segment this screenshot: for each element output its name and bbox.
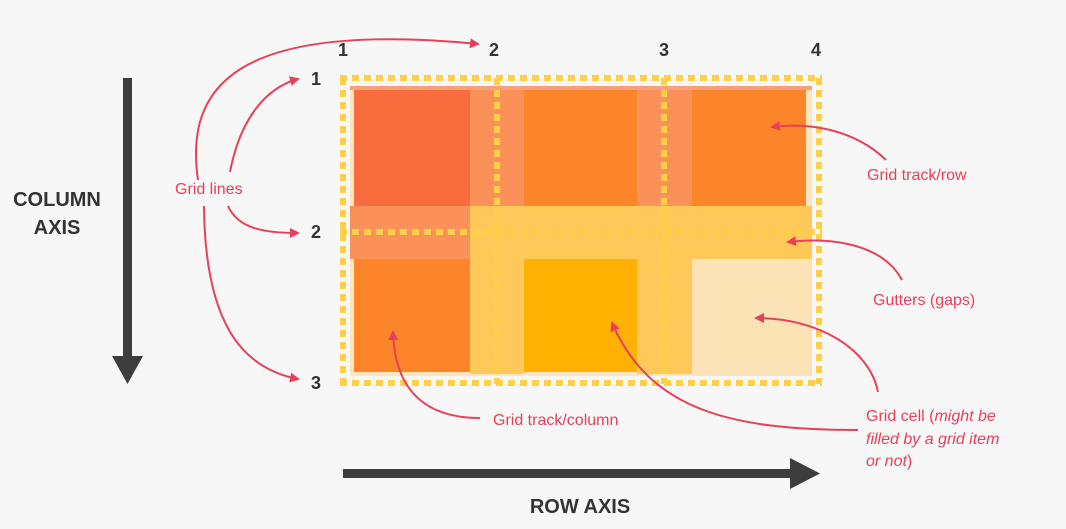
arrow-gridlines-to-row-1 — [229, 76, 300, 173]
grid-cell-r2-c1 — [354, 259, 470, 372]
label-grid-lines: Grid lines — [175, 181, 243, 198]
arrow-grid-track-row — [770, 121, 887, 161]
column-axis-label-line-1: COLUMN — [13, 189, 101, 211]
column-axis-shaft — [123, 78, 132, 358]
label-grid-track-column: Grid track/column — [493, 412, 618, 429]
label-grid-track-row: Grid track/row — [867, 167, 967, 184]
label-grid-cell-line-3-a: or not — [866, 453, 907, 470]
grid-cell-r2-c3 — [692, 259, 812, 374]
arrow-grid-cell-to-pale — [754, 313, 879, 393]
arrow-gridlines-to-row-3 — [203, 205, 300, 383]
row-line-number-1: 1 — [311, 69, 321, 89]
label-grid-cell-line-1-b: might be — [934, 408, 995, 425]
row-axis-arrowhead-icon — [790, 458, 820, 489]
row-line-numbers: 1 2 3 — [311, 69, 321, 393]
arrow-grid-track-column — [388, 330, 481, 419]
arrow-gridlines-to-column-2 — [194, 38, 480, 181]
label-gutters: Gutters (gaps) — [873, 292, 975, 309]
label-grid-cell-line-3-b: ) — [907, 453, 912, 470]
arrow-gutters — [786, 236, 903, 281]
grid-cell-r1-c1 — [354, 90, 470, 206]
grid-top-border — [350, 86, 812, 90]
column-axis: COLUMN AXIS — [13, 78, 143, 384]
row-axis-label: ROW AXIS — [530, 496, 630, 518]
annotation-labels: Grid lines Grid track/row Gutters (gaps)… — [175, 167, 999, 470]
label-grid-cell-line-1: Grid cell (might be — [866, 408, 996, 425]
arrow-grid-cell-to-amber — [610, 321, 859, 431]
label-grid-cell-line-2: filled by a grid item — [866, 431, 999, 448]
column-line-numbers: 1 2 3 4 — [338, 40, 821, 60]
grid-cell-r2-c2 — [524, 259, 637, 372]
arrow-gridlines-to-row-2 — [227, 205, 300, 238]
label-grid-cell-line-3: or not) — [866, 453, 912, 470]
row-line-number-2: 2 — [311, 222, 321, 242]
grid-cell-r1-c2 — [524, 90, 637, 206]
column-axis-label-line-2: AXIS — [34, 217, 81, 239]
grid-lines — [340, 75, 822, 386]
grid-cell-r1-c3 — [692, 90, 806, 206]
column-line-number-2: 2 — [489, 40, 499, 60]
row-axis-shaft — [343, 469, 793, 478]
column-line-number-3: 3 — [659, 40, 669, 60]
column-line-number-4: 4 — [811, 40, 821, 60]
column-axis-arrowhead-icon — [112, 356, 143, 384]
column-line-number-1: 1 — [338, 40, 348, 60]
annotation-arrows — [194, 38, 903, 431]
row-axis: ROW AXIS — [343, 458, 820, 518]
row-line-number-3: 3 — [311, 373, 321, 393]
label-grid-cell-line-1-a: Grid cell ( — [866, 408, 935, 425]
